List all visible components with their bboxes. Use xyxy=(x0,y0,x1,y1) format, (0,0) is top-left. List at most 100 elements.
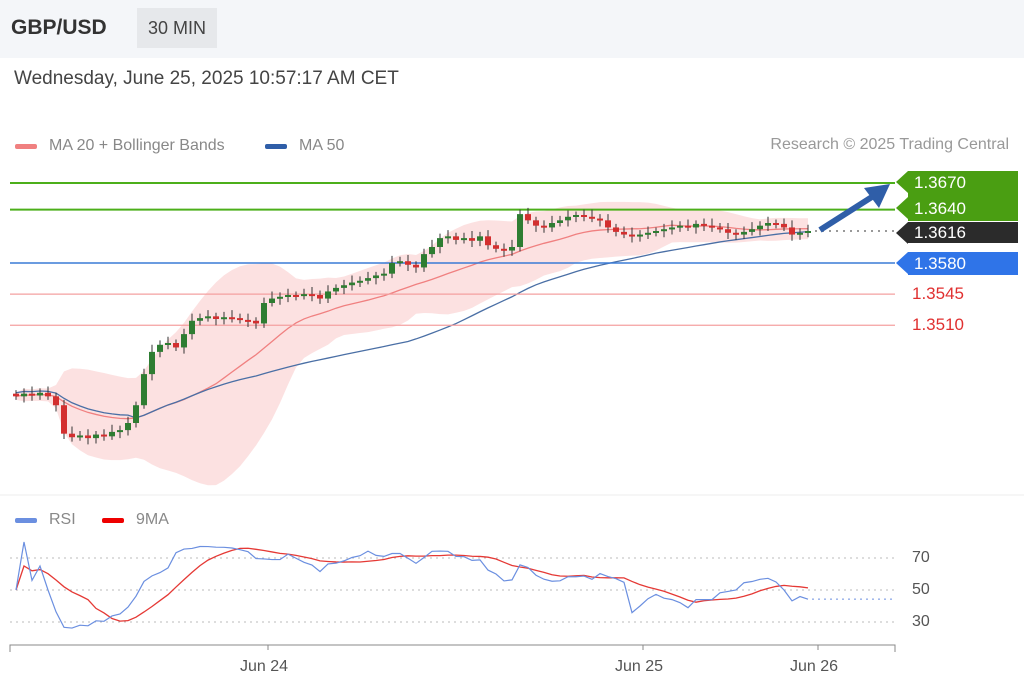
candle-body xyxy=(765,223,771,226)
candle-body xyxy=(805,231,811,234)
legend-rsi: RSI xyxy=(15,511,76,529)
pair-title: GBP/USD xyxy=(11,16,107,39)
candle-body xyxy=(181,334,187,348)
candle-body xyxy=(541,225,547,228)
candle-body xyxy=(549,223,555,228)
resistance-1-tag: 1.3670 xyxy=(914,173,966,192)
resistance-2-tag: 1.3640 xyxy=(896,197,1018,220)
candle-body xyxy=(565,216,571,221)
candle-body xyxy=(717,227,723,230)
forecast-arrow xyxy=(818,192,877,233)
legend-ma50-label: MA 50 xyxy=(299,137,345,154)
candle-body xyxy=(709,225,715,228)
candle-body xyxy=(645,232,651,235)
candle-body xyxy=(453,236,459,240)
candle-body xyxy=(205,316,211,319)
candle-body xyxy=(325,291,331,299)
legend-ma9: 9MA xyxy=(102,511,169,529)
legend-ma20: MA 20 + Bollinger Bands xyxy=(15,137,225,155)
candle-body xyxy=(341,285,347,288)
candle-body xyxy=(29,393,35,396)
legend-ma20-label: MA 20 + Bollinger Bands xyxy=(49,137,225,154)
candle-body xyxy=(301,294,307,297)
candle-body xyxy=(421,254,427,268)
candle-body xyxy=(789,227,795,235)
candle-body xyxy=(253,320,259,324)
rsi-tick: 50 xyxy=(912,581,930,598)
ma50-swatch xyxy=(265,143,287,149)
candle-body xyxy=(133,405,139,424)
candle-body xyxy=(165,343,171,346)
candle-body xyxy=(533,220,539,226)
forecast-arrowhead xyxy=(864,184,890,208)
candle-body xyxy=(525,214,531,221)
candle-body xyxy=(389,263,395,274)
candle-body xyxy=(149,351,155,375)
candle-body xyxy=(309,294,315,297)
candle-body xyxy=(773,223,779,226)
candle-body xyxy=(13,393,19,397)
candle-body xyxy=(221,317,227,320)
ma9-swatch xyxy=(102,517,124,523)
candle-body xyxy=(237,318,243,321)
candle-body xyxy=(37,392,43,396)
candle-body xyxy=(93,434,99,439)
legend-ma9-label: 9MA xyxy=(136,511,169,528)
x-axis xyxy=(9,644,896,652)
candle-body xyxy=(189,320,195,335)
candle-body xyxy=(501,248,507,251)
candle-body xyxy=(197,318,203,321)
candle-body xyxy=(333,287,339,292)
candle-body xyxy=(229,317,235,320)
ma50-line xyxy=(15,230,809,419)
candle-body xyxy=(493,245,499,249)
candle-body xyxy=(669,227,675,230)
candle-body xyxy=(509,247,515,251)
resistance-tag-bg xyxy=(896,171,1018,221)
current-price-tag: 1.3616 xyxy=(896,222,1018,244)
candle-body xyxy=(485,236,491,246)
candle-body xyxy=(653,231,659,234)
candle-body xyxy=(357,280,363,283)
candle-body xyxy=(677,225,683,228)
candle-body xyxy=(317,295,323,299)
candle-body xyxy=(381,273,387,276)
candle-body xyxy=(461,238,467,241)
candle-body xyxy=(741,231,747,235)
candle-body xyxy=(125,423,131,431)
candle-body xyxy=(469,238,475,241)
bollinger-band xyxy=(16,201,808,486)
candle-body xyxy=(629,234,635,237)
candle-body xyxy=(69,433,75,438)
candle-body xyxy=(157,344,163,352)
candle-body xyxy=(53,396,59,406)
rsi-swatch xyxy=(15,517,37,523)
rsi-tick: 30 xyxy=(912,613,930,630)
timeframe-badge[interactable]: 30 MIN xyxy=(137,8,218,48)
candle-body xyxy=(757,225,763,230)
candle-body xyxy=(589,216,595,219)
candle-body xyxy=(213,316,219,320)
candle-body xyxy=(573,215,579,218)
candle-body xyxy=(437,238,443,248)
candle-body xyxy=(429,247,435,255)
candle-body xyxy=(733,232,739,235)
candle-body xyxy=(373,275,379,279)
x-tick: Jun 24 xyxy=(240,658,289,675)
candle-body xyxy=(141,374,147,406)
candle-body xyxy=(245,319,251,322)
candle-body xyxy=(61,405,67,434)
timestamp: Wednesday, June 25, 2025 10:57:17 AM CET xyxy=(14,68,399,89)
candle-body xyxy=(405,261,411,265)
candle-body xyxy=(173,343,179,348)
candle-body xyxy=(365,278,371,281)
pivot-tag: 1.3580 xyxy=(896,252,1018,275)
x-tick: Jun 26 xyxy=(790,658,839,675)
candle-body xyxy=(693,223,699,228)
candle-body xyxy=(413,264,419,268)
candle-body xyxy=(397,261,403,264)
rsi-line xyxy=(15,541,809,629)
candle-body xyxy=(661,229,667,232)
ma20-swatch xyxy=(15,143,37,149)
